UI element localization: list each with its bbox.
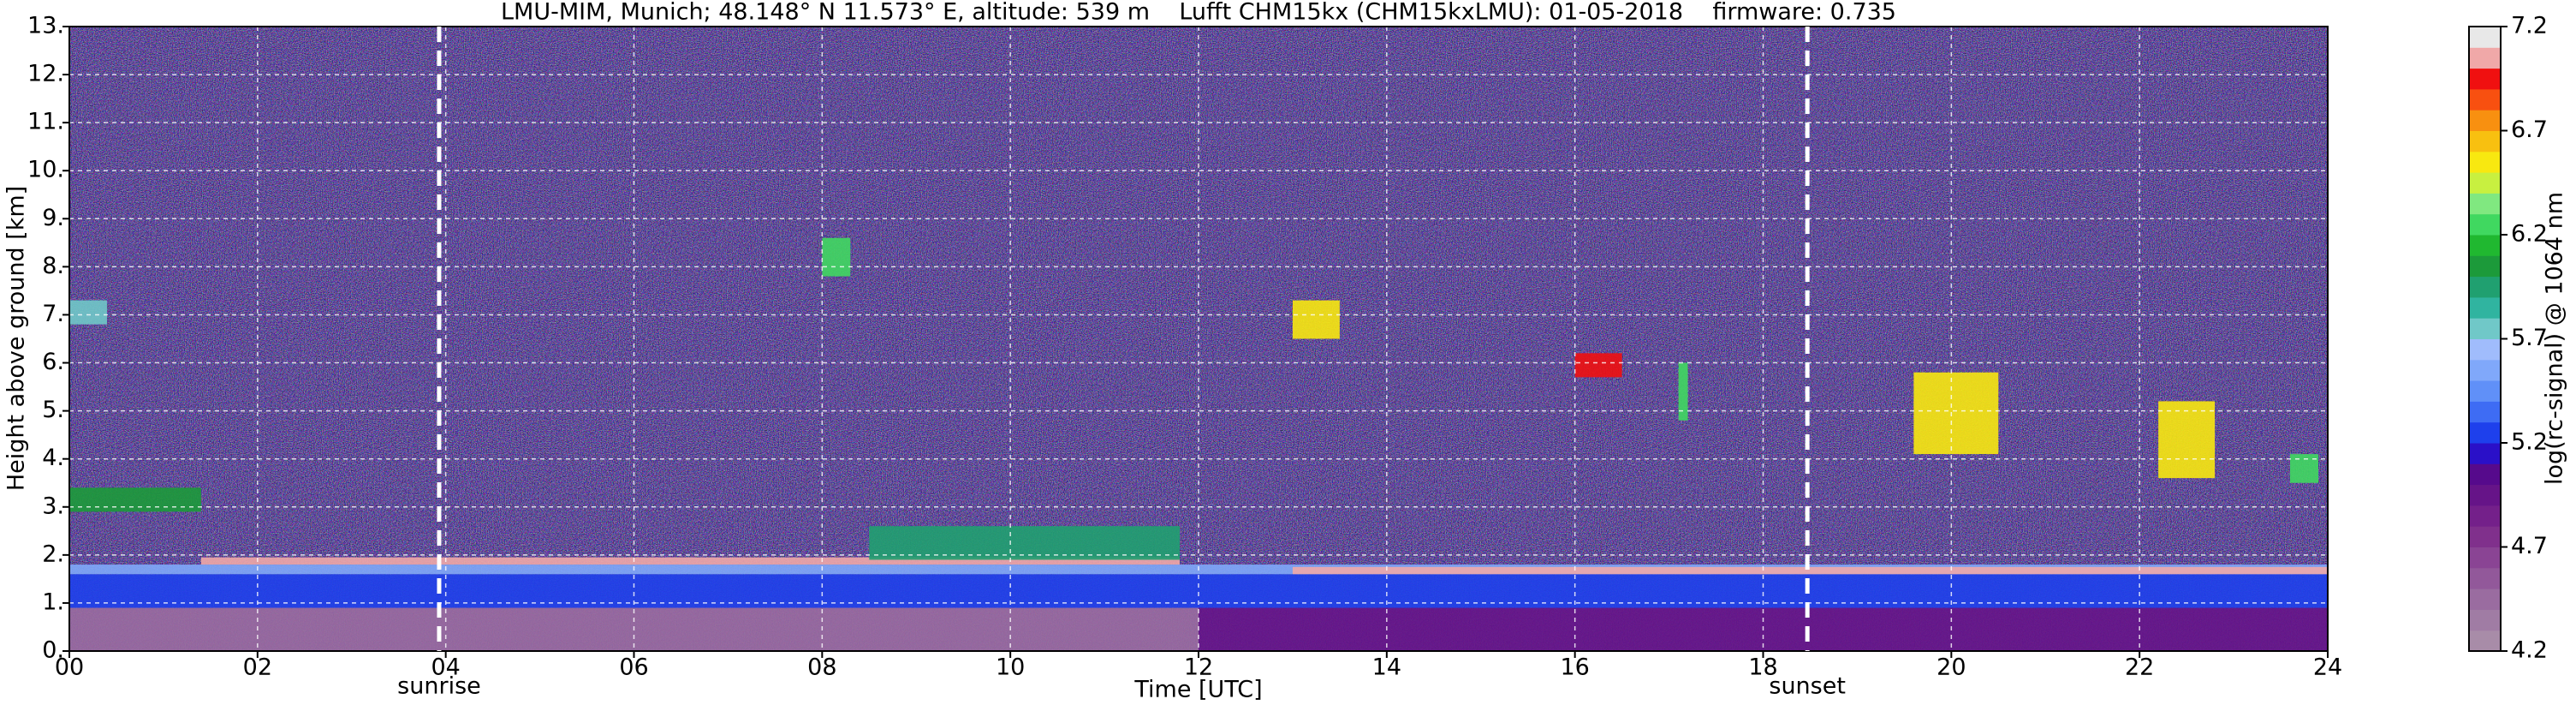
signal-region <box>822 237 851 277</box>
colorbar-tick-label: 5.7 <box>2511 325 2548 351</box>
y-tick-label: 12. <box>27 61 64 87</box>
colorbar-band <box>2469 630 2501 652</box>
colorbar-band <box>2469 505 2501 527</box>
colorbar-band <box>2469 547 2501 569</box>
y-tick-label: 0. <box>42 637 64 664</box>
y-tick-label: 2. <box>42 541 64 567</box>
y-tick-label: 7. <box>42 301 64 327</box>
event-label: sunset <box>1769 673 1846 700</box>
signal-region <box>1292 566 2328 575</box>
colorbar-band <box>2469 463 2501 486</box>
y-tick-label: 8. <box>42 253 64 279</box>
x-tick-label: 20 <box>1936 654 1966 681</box>
colorbar-band <box>2469 421 2501 444</box>
y-tick-label: 1. <box>42 589 64 615</box>
signal-region <box>69 487 201 512</box>
signal-region <box>200 557 1181 565</box>
y-tick-label: 6. <box>42 349 64 375</box>
colorbar-band <box>2469 110 2501 131</box>
signal-region <box>869 526 1181 560</box>
colorbar-band <box>2469 338 2501 361</box>
colorbar-tick-label: 4.7 <box>2511 533 2548 559</box>
colorbar-band <box>2469 88 2501 111</box>
y-tick-label: 11. <box>27 109 64 135</box>
colorbar-band <box>2469 193 2501 215</box>
colorbar-band <box>2469 359 2501 381</box>
colorbar-band <box>2469 609 2501 631</box>
y-tick-label: 4. <box>42 445 64 471</box>
colorbar-band <box>2469 47 2501 69</box>
colorbar-band <box>2469 213 2501 236</box>
colorbar-label: log(rc-signal) @ 1064 nm <box>2542 192 2568 485</box>
colorbar-band <box>2469 401 2501 423</box>
colorbar-band <box>2469 567 2501 589</box>
colorbar-band <box>2469 589 2501 610</box>
colorbar-band <box>2469 380 2501 402</box>
signal-region <box>1292 300 1340 339</box>
colorbar-tick-label: 4.2 <box>2511 637 2548 664</box>
y-tick-label: 10. <box>27 157 64 183</box>
colorbar-band <box>2469 130 2501 152</box>
colorbar-band <box>2469 172 2501 194</box>
colorbar-tick-label: 6.2 <box>2511 221 2548 248</box>
x-tick-label: 00 <box>55 654 84 681</box>
plot-area <box>69 27 2328 651</box>
signal-region <box>2158 401 2216 479</box>
colorbar-band <box>2469 296 2501 319</box>
chart-title: LMU-MIM, Munich; 48.148° N 11.573° E, al… <box>501 0 1896 26</box>
colorbar-band <box>2469 255 2501 278</box>
colorbar-band <box>2469 276 2501 298</box>
colorbar-tick-label: 7.2 <box>2511 13 2548 39</box>
colorbar-band <box>2469 443 2501 464</box>
y-tick-label: 9. <box>42 205 64 231</box>
x-tick-label: 24 <box>2313 654 2342 681</box>
x-tick-label: 08 <box>807 654 836 681</box>
x-tick-label: 18 <box>1748 654 1777 681</box>
signal-region <box>1574 353 1622 378</box>
colorbar-band <box>2469 27 2501 48</box>
y-axis-label: Height above ground [km] <box>3 186 30 491</box>
signal-region <box>1913 372 1999 455</box>
x-tick-label: 04 <box>431 654 460 681</box>
signal-region <box>1678 362 1688 421</box>
x-tick-label: 02 <box>243 654 272 681</box>
x-tick-label: 16 <box>1560 654 1589 681</box>
y-tick-label: 13. <box>27 13 64 39</box>
colorbar-band <box>2469 318 2501 339</box>
colorbar-band <box>2469 235 2501 256</box>
signal-region <box>69 300 107 325</box>
x-tick-label: 12 <box>1184 654 1213 681</box>
y-tick-label: 5. <box>42 397 64 423</box>
colorbar-band <box>2469 151 2501 173</box>
colorbar-band <box>2469 526 2501 547</box>
y-tick-label: 3. <box>42 493 64 519</box>
colorbar-band <box>2469 484 2501 506</box>
x-axis-label: Time [UTC] <box>1133 677 1262 703</box>
x-tick-label: 14 <box>1372 654 1401 681</box>
x-tick-label: 22 <box>2125 654 2154 681</box>
x-tick-label: 06 <box>619 654 648 681</box>
event-label: sunrise <box>397 673 481 700</box>
colorbar-tick-label: 5.2 <box>2511 429 2548 456</box>
x-tick-label: 10 <box>996 654 1025 681</box>
colorbar-band <box>2469 68 2501 90</box>
colorbar-tick-label: 6.7 <box>2511 117 2548 143</box>
colorbar: 4.2 4.7 5.2 5.7 6.2 6.7 7.2 <box>2468 13 2548 664</box>
